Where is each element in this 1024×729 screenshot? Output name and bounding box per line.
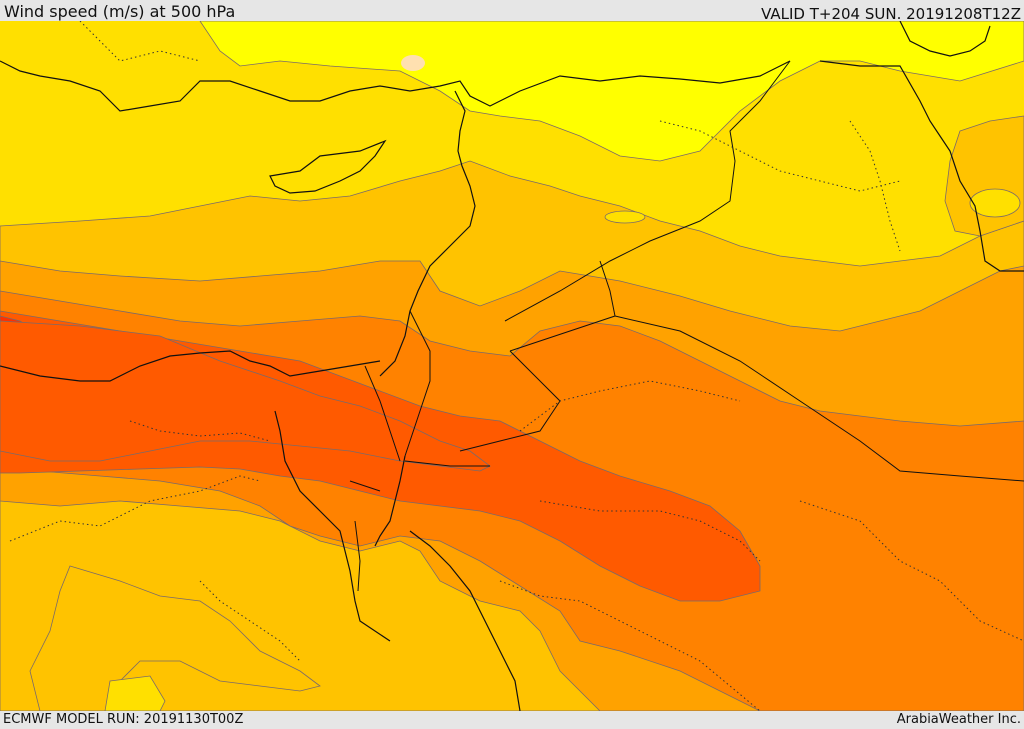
model-run-label: ECMWF MODEL RUN: 20191130T00Z bbox=[3, 712, 244, 727]
coastline-levant bbox=[379, 90, 476, 377]
map-header: Wind speed (m/s) at 500 hPa VALID T+204 … bbox=[0, 0, 1024, 23]
credit-label: ArabiaWeather Inc. bbox=[896, 712, 1021, 727]
admin-boundaries-9 bbox=[849, 120, 901, 252]
coastline-cyprus bbox=[269, 139, 387, 194]
border-egypt-sudan bbox=[349, 480, 381, 492]
weather-map[interactable] bbox=[0, 21, 1024, 711]
coastline-arabia-west bbox=[409, 530, 521, 711]
admin-boundaries-1 bbox=[9, 475, 261, 542]
border-jordan-iraq bbox=[504, 60, 791, 322]
border-egypt-libya bbox=[364, 365, 401, 462]
map-title: Wind speed (m/s) at 500 hPa bbox=[4, 2, 236, 21]
coastline-gulf-aqaba bbox=[374, 455, 406, 547]
level-6-core-region bbox=[0, 320, 491, 472]
level-2-south-region bbox=[104, 675, 166, 711]
level-1-region bbox=[199, 21, 1024, 162]
border-iraq-saudi bbox=[614, 315, 1024, 482]
coastline-egypt bbox=[0, 350, 381, 382]
border-saudi-north bbox=[459, 350, 561, 452]
small-yellow-spot-2 bbox=[969, 188, 1021, 218]
coastline-caspian bbox=[899, 21, 991, 57]
border-sinai-israel bbox=[404, 310, 431, 457]
border-sinai bbox=[404, 460, 490, 467]
admin-boundaries-5 bbox=[499, 580, 761, 711]
level-3-south-west-region bbox=[29, 565, 321, 711]
coastline-persian-gulf bbox=[819, 60, 1024, 272]
valid-time: VALID T+204 SUN. 20191208T12Z bbox=[761, 5, 1021, 23]
wind-speed-map-svg[interactable] bbox=[0, 21, 1024, 711]
map-footer: ECMWF MODEL RUN: 20191130T00Z ArabiaWeat… bbox=[0, 711, 1024, 729]
small-yellow-spot-1 bbox=[604, 210, 646, 224]
admin-boundaries-7 bbox=[659, 120, 901, 192]
small-low-spot bbox=[401, 55, 425, 71]
admin-boundaries-8 bbox=[79, 21, 201, 62]
admin-boundaries-2 bbox=[129, 420, 271, 442]
border-saudi-egypt-coast bbox=[354, 520, 361, 592]
coastline-red-sea bbox=[274, 410, 391, 642]
admin-boundaries-4 bbox=[539, 500, 761, 562]
admin-boundaries-10 bbox=[199, 580, 301, 662]
admin-boundaries-3 bbox=[519, 380, 741, 432]
coastline-north bbox=[0, 60, 791, 112]
